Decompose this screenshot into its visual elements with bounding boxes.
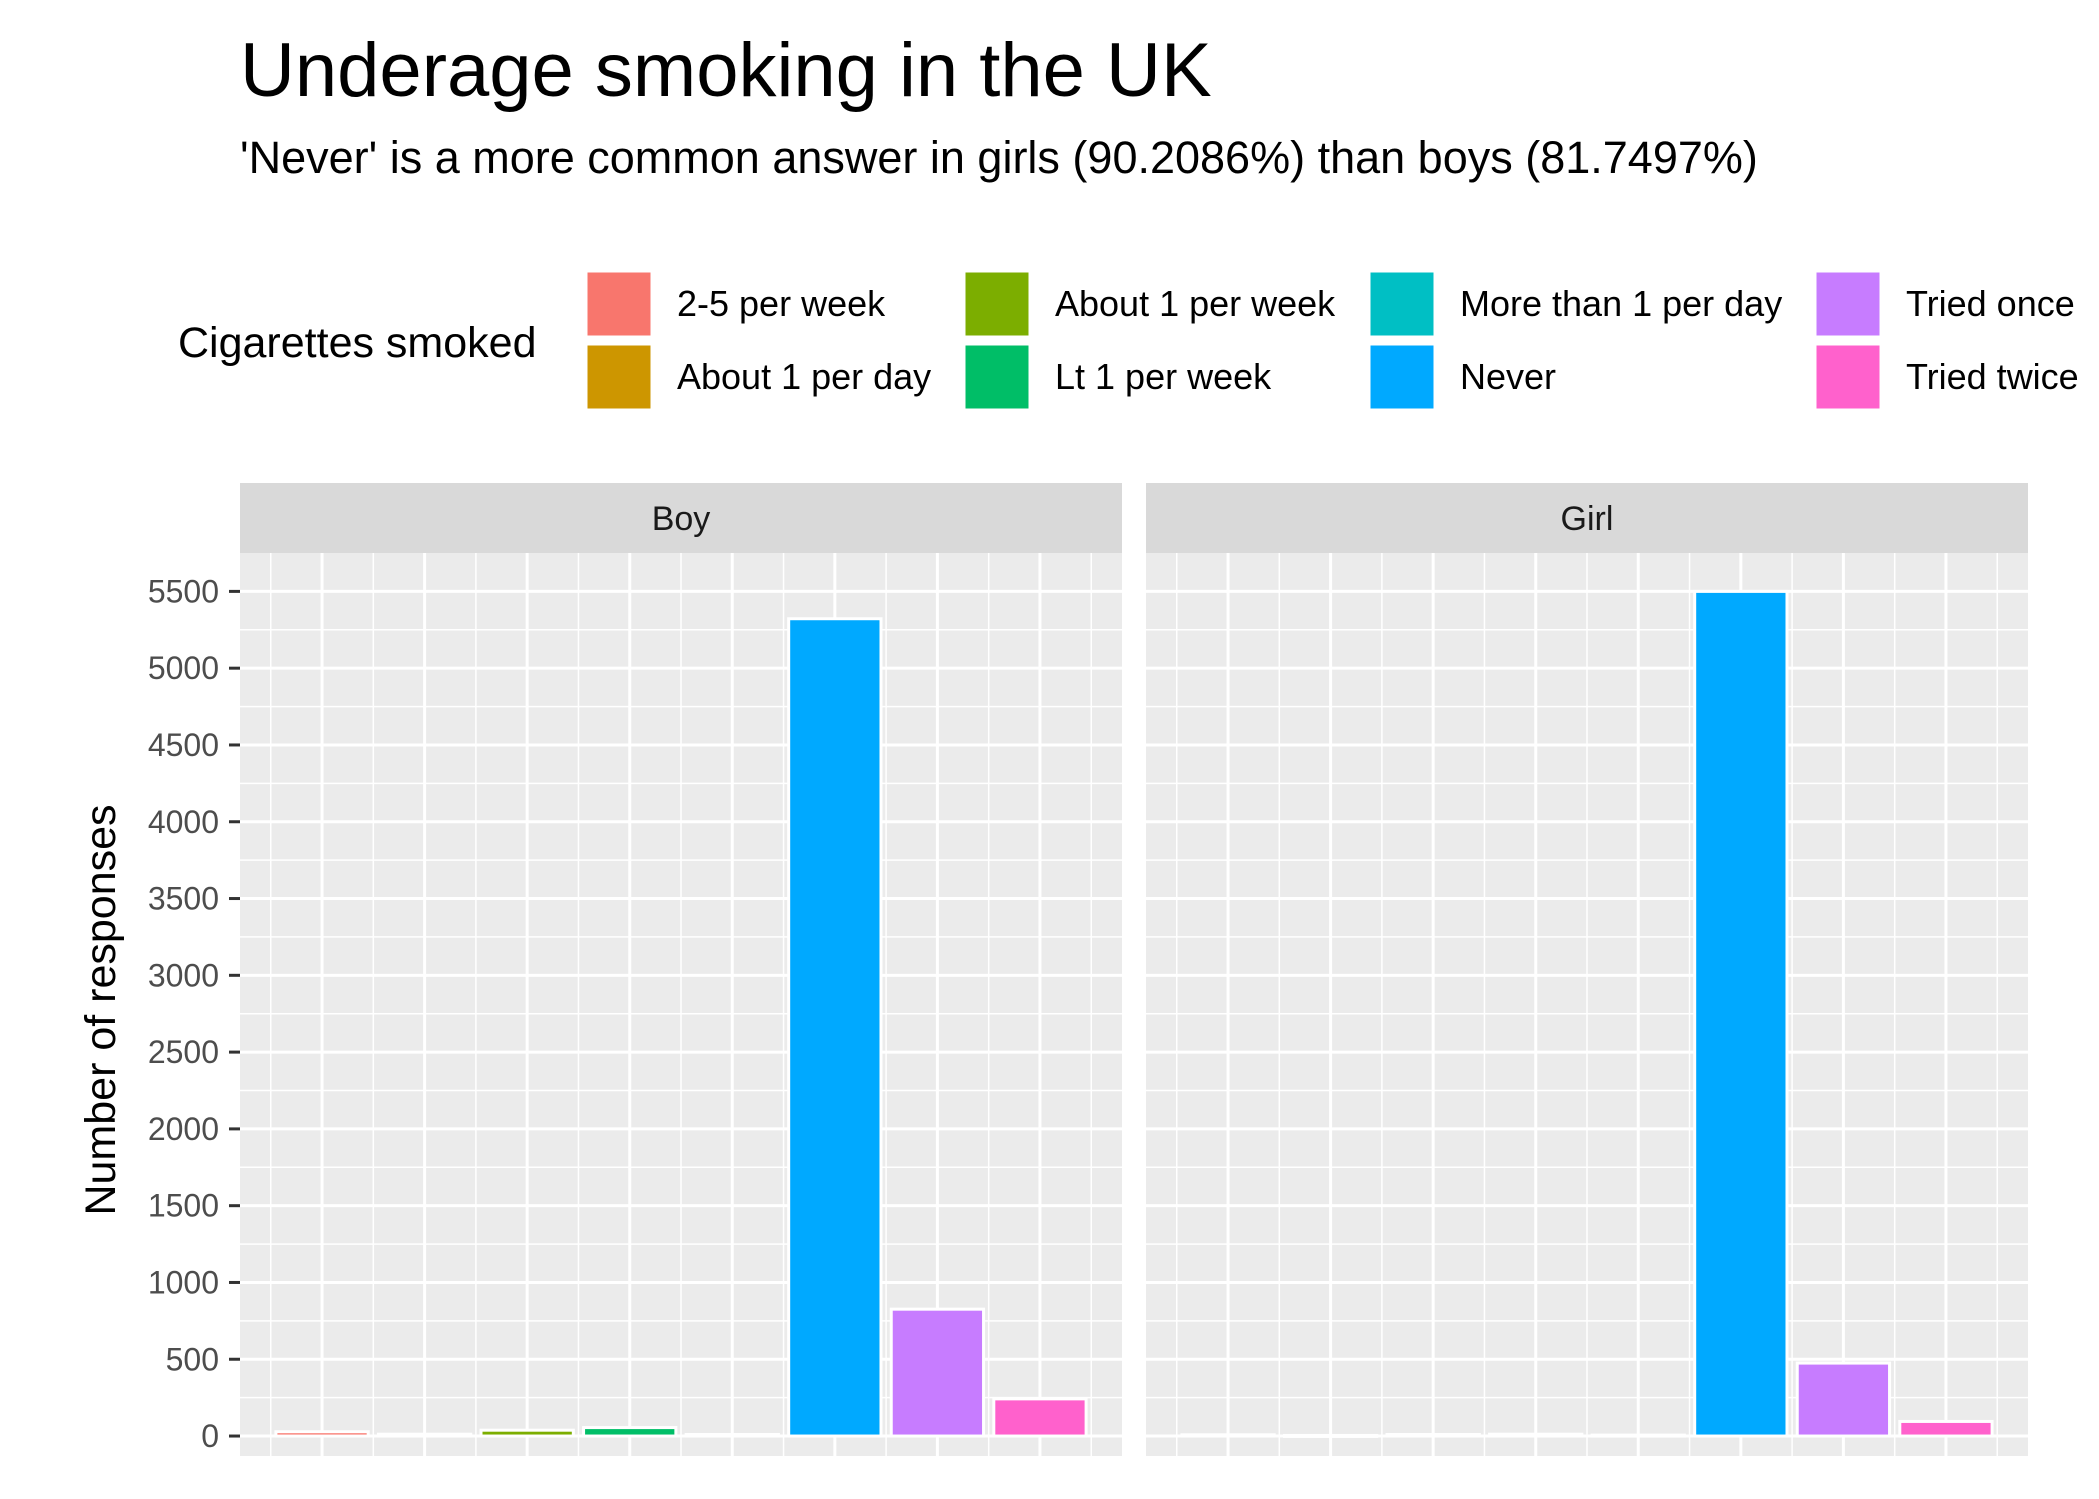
panel-boy: Boy — [240, 483, 1122, 1456]
legend-label-tried-once: Tried once — [1906, 283, 2075, 324]
legend-key-about-1-per-week — [962, 269, 1032, 339]
y-axis-tick-label: 1000 — [148, 1264, 219, 1300]
bar-girl-2-5-per-week — [1180, 1433, 1276, 1438]
panel-boy-strip — [240, 483, 1122, 553]
bar-girl-tried-twice — [1898, 1419, 1994, 1438]
legend-label-2-5-per-week: 2-5 per week — [677, 283, 886, 324]
legend-label-tried-twice: Tried twice — [1906, 356, 2079, 397]
bar-girl-about-1-per-week — [1385, 1433, 1481, 1438]
bar-boy-about-1-per-day — [376, 1432, 473, 1438]
bar-boy-never — [787, 617, 883, 1438]
bar-girl-more-than-1-per-day — [1590, 1433, 1686, 1438]
bar-boy-tried-once — [889, 1307, 986, 1438]
y-axis-tick-label: 1500 — [148, 1188, 219, 1224]
legend-label-about-1-per-day: About 1 per day — [677, 356, 931, 397]
plot-panels: Boy Girl 0 500 1000 1500 2000 2500 3000 3500 4000 4… — [148, 483, 2028, 1456]
panel-girl: Girl — [1146, 483, 2028, 1456]
legend-key-2-5-per-week — [584, 269, 654, 339]
y-axis-tick-label: 3500 — [148, 881, 219, 917]
bar-girl-about-1-per-day — [1282, 1433, 1379, 1438]
legend-key-about-1-per-day — [584, 342, 654, 412]
bar-girl-never — [1693, 589, 1789, 1438]
y-axis-tick-label: 2000 — [148, 1111, 219, 1147]
legend-label-about-1-per-week: About 1 per week — [1055, 283, 1336, 324]
bar-girl-tried-once — [1795, 1361, 1892, 1438]
y-axis-tick-label: 4000 — [148, 804, 219, 840]
legend-label-lt-1-per-week: Lt 1 per week — [1055, 356, 1272, 397]
y-axis-tick-label: 3000 — [148, 957, 219, 993]
legend-key-more-than-1-per-day — [1367, 269, 1437, 339]
legend-title: Cigarettes smoked — [178, 319, 537, 367]
y-axis-tick-label: 5500 — [148, 573, 219, 609]
y-axis-title: Number of responses — [77, 804, 125, 1215]
bar-boy-more-than-1-per-day — [684, 1433, 780, 1438]
bar-boy-lt-1-per-week — [582, 1426, 678, 1438]
y-axis-tick-label: 0 — [201, 1418, 219, 1454]
bar-boy-about-1-per-week — [479, 1428, 575, 1438]
chart-subtitle: 'Never' is a more common answer in girls… — [240, 132, 1758, 183]
legend-label-never: Never — [1460, 356, 1556, 397]
y-axis-tick-label: 500 — [166, 1341, 219, 1377]
legend-label-more-than-1-per-day: More than 1 per day — [1460, 283, 1782, 324]
bar-boy-2-5-per-week — [274, 1430, 370, 1438]
legend-key-never — [1367, 342, 1437, 412]
y-axis-tick-label: 4500 — [148, 727, 219, 763]
chart-title: Underage smoking in the UK — [240, 28, 1212, 113]
y-axis-tick-label: 2500 — [148, 1034, 219, 1070]
panel-girl-strip-label: Girl — [1561, 500, 1614, 538]
panel-girl-strip — [1146, 483, 2028, 553]
legend: 2-5 per week About 1 per day About 1 per w… — [584, 269, 2079, 412]
legend-key-tried-twice — [1813, 342, 1883, 412]
bar-boy-tried-twice — [992, 1397, 1088, 1438]
legend-key-tried-once — [1813, 269, 1883, 339]
bar-girl-lt-1-per-week — [1488, 1432, 1584, 1438]
y-axis: 0 500 1000 1500 2000 2500 3000 3500 4000 4500 5000… — [148, 573, 240, 1454]
panel-boy-strip-label: Boy — [652, 500, 711, 538]
legend-key-lt-1-per-week — [962, 342, 1032, 412]
y-axis-tick-label: 5000 — [148, 650, 219, 686]
